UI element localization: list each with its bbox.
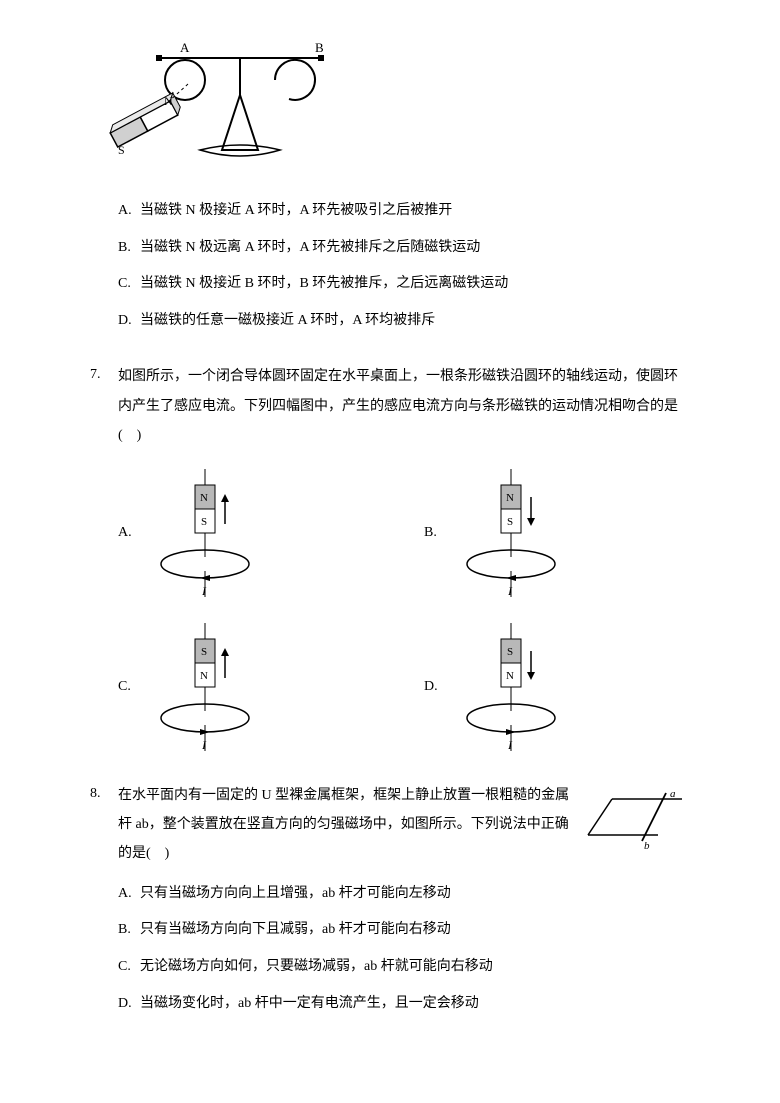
opt-letter: C. <box>118 271 140 298</box>
svg-text:S: S <box>201 646 207 658</box>
opt-letter: B. <box>118 917 140 944</box>
q7-label-B: B. <box>424 520 446 547</box>
svg-text:I: I <box>201 584 207 598</box>
q8-text: 在水平面内有一固定的 U 型裸金属框架，框架上静止放置一根粗糙的金属杆 ab，整… <box>118 781 570 869</box>
q7-text: 如图所示，一个闭合导体圆环固定在水平桌面上，一根条形磁铁沿圆环的轴线运动，使圆环… <box>118 362 690 450</box>
q7-label-C: C. <box>118 674 140 701</box>
opt-text: 当磁铁的任意一磁极接近 A 环时，A 环均被排斥 <box>140 313 435 328</box>
opt-letter: A. <box>118 198 140 225</box>
q7-svg-C: S N I <box>150 623 270 753</box>
opt-text: 无论磁场方向如何，只要磁场减弱，ab 杆就可能向右移动 <box>140 959 493 974</box>
q8-option-C: C.无论磁场方向如何，只要磁场减弱，ab 杆就可能向右移动 <box>118 954 690 981</box>
svg-text:S: S <box>507 646 513 658</box>
svg-text:I: I <box>507 584 513 598</box>
q7-label-A: A. <box>118 520 140 547</box>
q7-cell-B: B. N S I <box>424 469 690 599</box>
svg-text:I: I <box>507 738 513 752</box>
opt-text: 当磁铁 N 极接近 B 环时，B 环先被推斥，之后远离磁铁运动 <box>140 276 508 291</box>
q8-figure: a b <box>580 787 690 857</box>
q7-figures: A. N S I B. N S <box>118 469 690 753</box>
q6-option-B: B.当磁铁 N 极远离 A 环时，A 环先被排斥之后随磁铁运动 <box>118 235 690 262</box>
q7-svg-A: N S I <box>150 469 270 599</box>
q8-option-D: D.当磁场变化时，ab 杆中一定有电流产生，且一定会移动 <box>118 991 690 1018</box>
svg-text:I: I <box>201 738 207 752</box>
q7-label-D: D. <box>424 674 446 701</box>
q6-figure: A B N S <box>90 40 690 180</box>
q7-number: 7. <box>90 362 118 450</box>
q8-number: 8. <box>90 781 118 869</box>
opt-letter: C. <box>118 954 140 981</box>
opt-letter: B. <box>118 235 140 262</box>
opt-letter: D. <box>118 991 140 1018</box>
svg-text:N: N <box>506 670 514 682</box>
opt-text: 当磁场变化时，ab 杆中一定有电流产生，且一定会移动 <box>140 996 479 1011</box>
q8-option-B: B.只有当磁场方向向下且减弱，ab 杆才可能向右移动 <box>118 917 690 944</box>
svg-text:S: S <box>507 516 513 528</box>
label-S: S <box>118 143 125 157</box>
opt-text: 只有当磁场方向向上且增强，ab 杆才可能向左移动 <box>140 886 451 901</box>
rings-magnet-svg: A B N S <box>90 40 350 180</box>
svg-text:N: N <box>200 670 208 682</box>
opt-text: 只有当磁场方向向下且减弱，ab 杆才可能向右移动 <box>140 922 451 937</box>
opt-text: 当磁铁 N 极远离 A 环时，A 环先被排斥之后随磁铁运动 <box>140 240 480 255</box>
q7: 7. 如图所示，一个闭合导体圆环固定在水平桌面上，一根条形磁铁沿圆环的轴线运动，… <box>90 362 690 450</box>
svg-text:N: N <box>200 492 208 504</box>
q8-options: A.只有当磁场方向向上且增强，ab 杆才可能向左移动 B.只有当磁场方向向下且减… <box>118 881 690 1017</box>
q6-option-C: C.当磁铁 N 极接近 B 环时，B 环先被推斥，之后远离磁铁运动 <box>118 271 690 298</box>
svg-text:b: b <box>644 840 650 852</box>
label-A: A <box>180 40 190 55</box>
q6-option-D: D.当磁铁的任意一磁极接近 A 环时，A 环均被排斥 <box>118 308 690 335</box>
opt-letter: A. <box>118 881 140 908</box>
q7-cell-C: C. S N I <box>118 623 384 753</box>
opt-letter: D. <box>118 308 140 335</box>
label-N: N <box>164 94 173 108</box>
q7-svg-B: N S I <box>456 469 576 599</box>
svg-text:S: S <box>201 516 207 528</box>
q8-option-A: A.只有当磁场方向向上且增强，ab 杆才可能向左移动 <box>118 881 690 908</box>
q8-svg: a b <box>580 787 690 857</box>
q7-cell-A: A. N S I <box>118 469 384 599</box>
q6-option-A: A.当磁铁 N 极接近 A 环时，A 环先被吸引之后被推开 <box>118 198 690 225</box>
label-B: B <box>315 40 324 55</box>
q7-cell-D: D. S N I <box>424 623 690 753</box>
q7-svg-D: S N I <box>456 623 576 753</box>
opt-text: 当磁铁 N 极接近 A 环时，A 环先被吸引之后被推开 <box>140 203 452 218</box>
svg-text:a: a <box>670 788 676 800</box>
q6-options: A.当磁铁 N 极接近 A 环时，A 环先被吸引之后被推开 B.当磁铁 N 极远… <box>118 198 690 334</box>
q8: 8. 在水平面内有一固定的 U 型裸金属框架，框架上静止放置一根粗糙的金属杆 a… <box>90 781 690 869</box>
svg-text:N: N <box>506 492 514 504</box>
